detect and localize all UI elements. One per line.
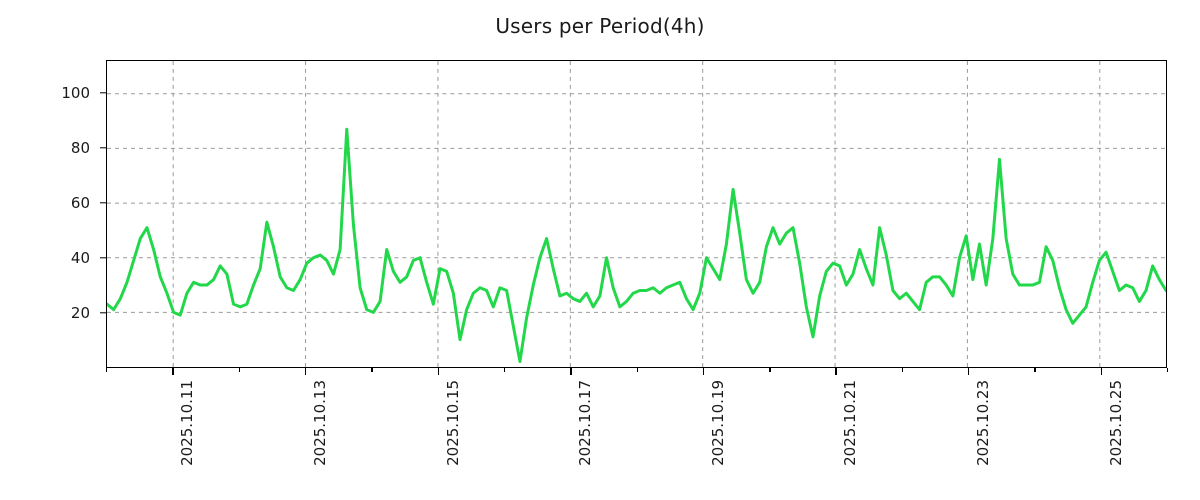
x-axis-major-tick bbox=[172, 368, 174, 375]
x-axis-tick-label: 2025.10.13 bbox=[310, 380, 329, 466]
gridlines bbox=[107, 61, 1166, 367]
y-axis-tick-label: 20 bbox=[70, 304, 90, 322]
x-axis-tick-label: 2025.10.19 bbox=[708, 380, 727, 466]
series-users-per-period bbox=[107, 61, 1166, 367]
x-axis-major-tick bbox=[304, 368, 307, 375]
y-axis-tick-mark bbox=[100, 257, 106, 259]
y-axis-tick-label: 100 bbox=[61, 84, 90, 102]
x-axis-tick-label: 2025.10.23 bbox=[974, 380, 993, 466]
x-axis-minor-tick bbox=[1167, 368, 1169, 372]
x-axis-major-tick bbox=[437, 368, 439, 375]
y-axis-tick-mark bbox=[100, 147, 106, 149]
x-axis-minor-tick bbox=[371, 368, 373, 372]
y-axis-tick-mark bbox=[100, 312, 106, 314]
x-axis-tick-label: 2025.10.25 bbox=[1106, 380, 1125, 466]
x-axis-minor-tick bbox=[106, 368, 108, 372]
x-axis-minor-tick bbox=[901, 368, 904, 372]
chart-title: Users per Period(4h) bbox=[495, 14, 705, 38]
x-axis-major-tick bbox=[1100, 368, 1103, 375]
x-axis-minor-tick bbox=[503, 368, 506, 372]
x-axis-tick-label: 2025.10.21 bbox=[841, 380, 860, 466]
x-axis-minor-tick bbox=[238, 368, 241, 372]
plot-area bbox=[106, 60, 1167, 368]
x-axis-tick-label: 2025.10.11 bbox=[178, 380, 197, 466]
x-axis-major-tick bbox=[835, 368, 837, 375]
x-axis-major-tick bbox=[702, 368, 705, 375]
x-axis-tick-label: 2025.10.15 bbox=[443, 380, 462, 466]
data-line bbox=[107, 129, 1166, 361]
x-axis-tick-label: 2025.10.17 bbox=[576, 380, 595, 466]
y-axis-tick-label: 60 bbox=[70, 194, 90, 212]
y-axis-tick-mark bbox=[100, 202, 106, 204]
x-axis-minor-tick bbox=[1034, 368, 1036, 372]
x-axis-major-tick bbox=[968, 368, 970, 375]
x-axis-major-tick bbox=[570, 368, 572, 375]
y-axis-tick-label: 40 bbox=[70, 249, 90, 267]
y-axis-tick-label: 80 bbox=[70, 139, 90, 157]
x-axis-minor-tick bbox=[636, 368, 638, 372]
x-axis-minor-tick bbox=[769, 368, 771, 372]
y-axis-tick-mark bbox=[100, 92, 106, 94]
